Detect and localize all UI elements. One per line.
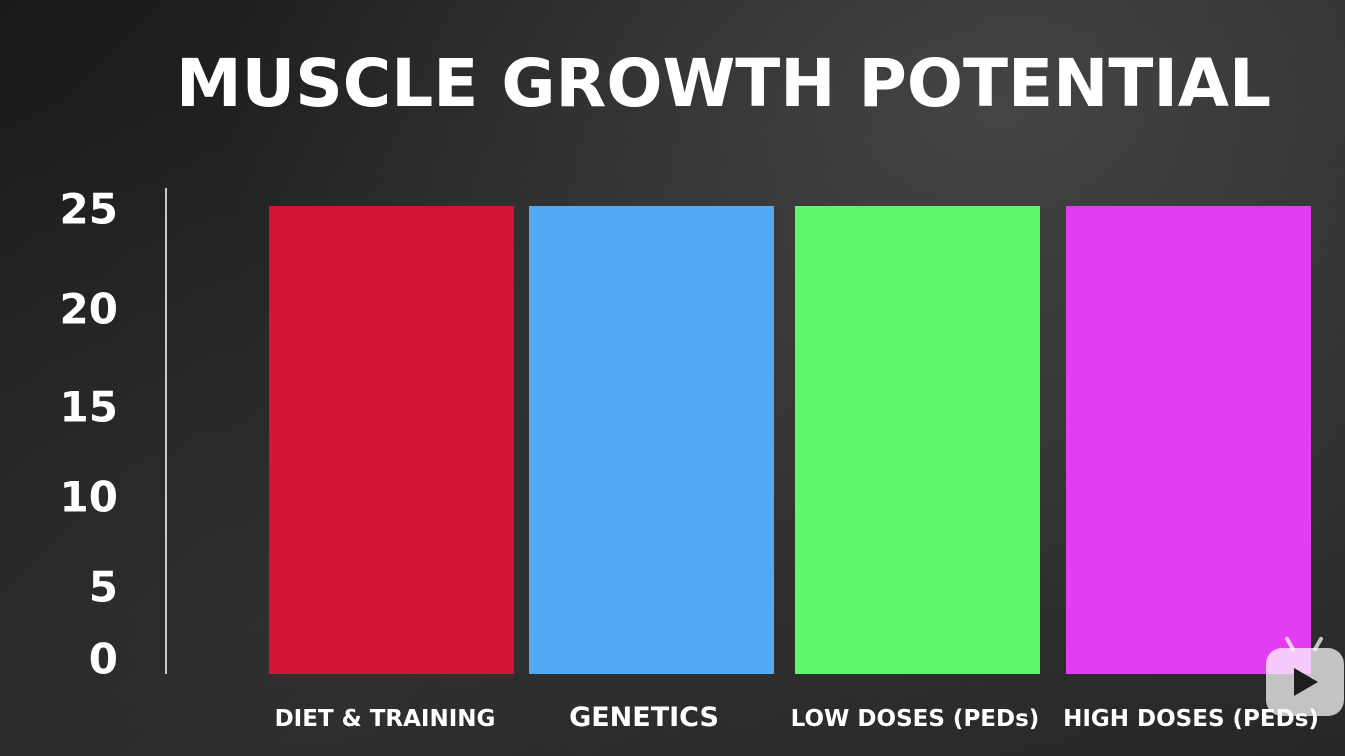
chart-title: MUSCLE GROWTH POTENTIAL — [176, 45, 1272, 122]
bar — [529, 206, 774, 674]
category-label: DIET & TRAINING — [275, 706, 496, 732]
bar — [1066, 206, 1311, 674]
y-tick-label: 20 — [60, 285, 118, 334]
y-tick-label: 0 — [89, 635, 118, 684]
y-tick-labels: 0 5 10 15 20 25 — [60, 185, 118, 684]
bar — [269, 206, 514, 674]
y-tick-label: 25 — [60, 185, 118, 234]
tv-play-icon — [1294, 668, 1318, 696]
y-tick-label: 15 — [60, 383, 118, 432]
category-label: LOW DOSES (PEDs) — [791, 706, 1040, 732]
watermark-logo — [1266, 636, 1344, 716]
y-tick-label: 10 — [60, 473, 118, 522]
bar — [795, 206, 1040, 674]
category-labels: DIET & TRAINING GENETICS LOW DOSES (PEDs) H… — [275, 702, 1319, 733]
bars — [269, 206, 1311, 674]
category-label: GENETICS — [569, 702, 719, 733]
y-tick-label: 5 — [89, 563, 118, 612]
